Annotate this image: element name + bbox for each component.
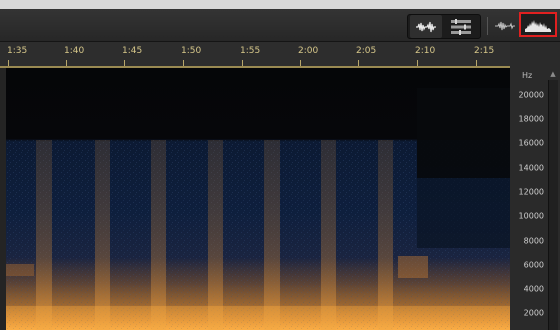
time-tick-mark — [66, 60, 67, 66]
frequency-label: 12000 — [518, 187, 544, 197]
waveform-stereo-view-button[interactable] — [410, 15, 442, 38]
left-edge — [0, 68, 6, 330]
time-tick-label: 1:55 — [240, 46, 261, 56]
scroll-up-arrow-icon[interactable]: ▲ — [550, 70, 556, 78]
time-tick-mark — [183, 60, 184, 66]
frequency-label: 8000 — [523, 236, 544, 246]
spectrogram-display[interactable] — [6, 68, 510, 330]
time-tick-label: 1:40 — [64, 46, 85, 56]
multitrack-view-button[interactable] — [445, 15, 477, 38]
frequency-axis-header — [510, 42, 560, 68]
waveform-view-button[interactable] — [492, 14, 518, 37]
time-tick-mark — [476, 60, 477, 66]
time-tick-mark — [300, 60, 301, 66]
frequency-label: 20000 — [518, 90, 544, 100]
multitrack-icon — [451, 18, 471, 35]
view-toolbar — [0, 9, 560, 42]
spectral-view-button[interactable] — [519, 12, 557, 37]
time-tick-label: 2:15 — [474, 46, 495, 56]
time-tick-mark — [242, 60, 243, 66]
toolbar-separator — [487, 17, 488, 35]
time-tick-label: 1:35 — [7, 46, 28, 56]
frequency-label: 6000 — [523, 260, 544, 270]
time-tick-label: 2:00 — [298, 46, 319, 56]
frequency-scrollbar[interactable] — [548, 80, 558, 330]
spectrum-icon — [525, 19, 551, 32]
window-top-strip — [0, 0, 560, 9]
frequency-label: 10000 — [518, 211, 544, 221]
time-tick-label: 1:50 — [181, 46, 202, 56]
stereo-waveform-icon — [416, 21, 436, 32]
time-tick-mark — [8, 60, 9, 66]
time-tick-mark — [358, 60, 359, 66]
time-tick-mark — [124, 60, 125, 66]
frequency-label: 16000 — [518, 138, 544, 148]
waveform-icon — [495, 21, 515, 30]
frequency-label: 2000 — [523, 308, 544, 318]
time-tick-label: 2:05 — [356, 46, 377, 56]
frequency-label: 18000 — [518, 114, 544, 124]
time-ruler[interactable]: 1:35 1:40 1:45 1:50 1:55 2:00 2:05 2:10 … — [0, 42, 510, 68]
time-tick-mark — [417, 60, 418, 66]
time-ruler-baseline — [0, 66, 510, 68]
view-mode-group — [407, 14, 481, 39]
frequency-label: 4000 — [523, 284, 544, 294]
frequency-label: 14000 — [518, 163, 544, 173]
time-tick-label: 2:10 — [415, 46, 436, 56]
time-tick-label: 1:45 — [122, 46, 143, 56]
frequency-unit-label: Hz — [522, 71, 533, 80]
